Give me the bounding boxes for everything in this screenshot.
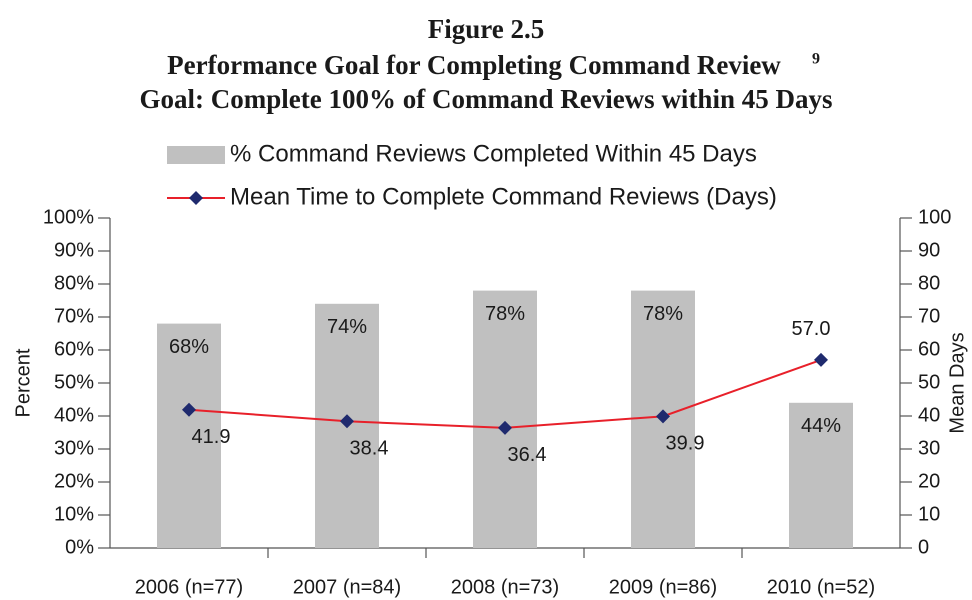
legend-swatch: [167, 146, 225, 164]
legend-label: % Command Reviews Completed Within 45 Da…: [230, 140, 757, 167]
y-tick-label: 80%: [54, 272, 94, 294]
x-tick-label: 2009 (n=86): [609, 576, 717, 598]
y-tick-label: 10%: [54, 503, 94, 525]
line-marker: [340, 414, 354, 429]
chart-title: Performance Goal for Completing Command …: [167, 50, 781, 80]
line-marker: [498, 420, 512, 435]
y-tick-label: 60%: [54, 338, 94, 360]
y-tick-label: 100%: [43, 206, 94, 228]
line-value-label: 41.9: [192, 426, 231, 448]
legend-marker: [189, 191, 203, 205]
bar: [473, 290, 537, 548]
y-tick-label: 20%: [54, 470, 94, 492]
y-axis-label: Percent: [12, 348, 34, 417]
y2-tick-label: 100: [918, 206, 951, 228]
bar: [789, 402, 853, 548]
legend-label: Mean Time to Complete Command Reviews (D…: [230, 183, 777, 210]
chart-subtitle: Goal: Complete 100% of Command Reviews w…: [140, 84, 833, 114]
y-tick-label: 30%: [54, 437, 94, 459]
bar-value-label: 68%: [169, 336, 209, 358]
line-marker: [814, 352, 828, 367]
line-marker: [656, 409, 670, 424]
line-value-label: 36.4: [508, 444, 547, 466]
x-tick-label: 2006 (n=77): [135, 576, 243, 598]
bar-value-label: 78%: [485, 303, 525, 325]
y2-tick-label: 70: [918, 305, 940, 327]
bar: [157, 323, 221, 548]
y2-tick-label: 80: [918, 272, 940, 294]
y2-tick-label: 50: [918, 371, 940, 393]
x-tick-label: 2008 (n=73): [451, 576, 559, 598]
bar-value-label: 44%: [801, 415, 841, 437]
y-tick-label: 40%: [54, 404, 94, 426]
y2-tick-label: 30: [918, 437, 940, 459]
line-value-label: 57.0: [792, 318, 831, 340]
y-tick-label: 70%: [54, 305, 94, 327]
y2-axis-label: Mean Days: [946, 332, 968, 433]
line-value-label: 38.4: [350, 438, 389, 460]
line-marker: [182, 402, 196, 417]
x-tick-label: 2007 (n=84): [293, 576, 401, 598]
bar-value-label: 74%: [327, 316, 367, 338]
y2-tick-label: 0: [918, 536, 929, 558]
y-tick-label: 50%: [54, 371, 94, 393]
y2-tick-label: 40: [918, 404, 940, 426]
y2-tick-label: 20: [918, 470, 940, 492]
y2-tick-label: 10: [918, 503, 940, 525]
line-value-label: 39.9: [666, 433, 705, 455]
x-tick-label: 2010 (n=52): [767, 576, 875, 598]
y2-tick-label: 60: [918, 338, 940, 360]
bar-value-label: 78%: [643, 303, 683, 325]
figure-number: Figure 2.5: [428, 14, 545, 44]
title-footnote: 9: [812, 51, 820, 68]
y-tick-label: 90%: [54, 239, 94, 261]
y2-tick-label: 90: [918, 239, 940, 261]
y-tick-label: 0%: [65, 536, 94, 558]
